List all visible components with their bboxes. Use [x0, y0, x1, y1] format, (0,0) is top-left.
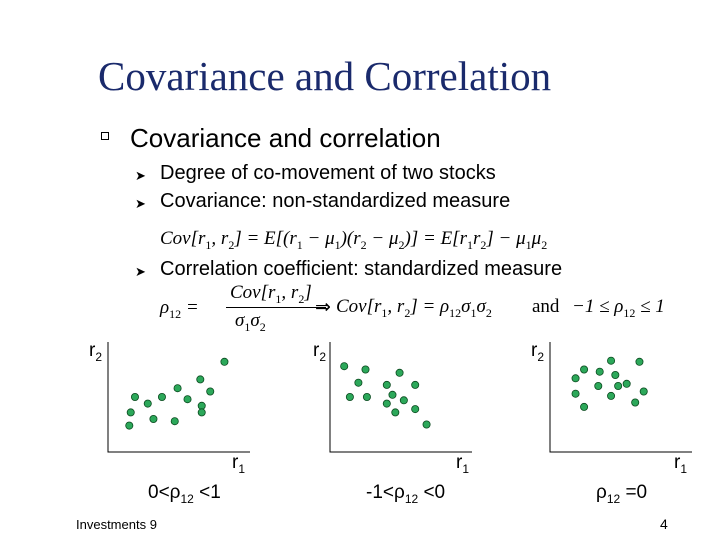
plot3-point — [639, 387, 648, 396]
plot1-axes — [107, 342, 250, 453]
plot2-point — [354, 378, 363, 387]
plot2-point — [388, 390, 397, 399]
plot2-point — [411, 380, 420, 389]
plot1-point — [130, 392, 139, 401]
plot3-point — [571, 374, 580, 383]
sub-item-1: Degree of co-movement of two stocks — [160, 162, 496, 184]
plot1-point — [126, 408, 135, 417]
covariance-equation: Cov[r1, r2] = E[(r1 − μ1)(r2 − μ2)] = E[… — [160, 228, 548, 252]
plot2-point — [399, 396, 408, 405]
plot1-point — [183, 395, 192, 404]
plot2-point — [382, 399, 391, 408]
plot2-axes — [329, 342, 472, 453]
plot1-point — [206, 387, 215, 396]
plot1-caption: 0<ρ12 <1 — [148, 482, 221, 506]
plot1-point — [196, 375, 205, 384]
slide-title: Covariance and Correlation — [98, 53, 552, 99]
plot2-x-label: r1 — [456, 452, 470, 476]
plot3-point — [580, 365, 589, 374]
plot2-point — [362, 392, 371, 401]
plot2-point — [345, 392, 354, 401]
plot3-caption: ρ12 =0 — [596, 482, 648, 506]
plot1-point — [143, 399, 152, 408]
plot2-point — [361, 365, 370, 374]
plot2-caption: -1<ρ12 <0 — [366, 482, 446, 506]
plot2-y-label: r2 — [313, 340, 327, 364]
plot1-point — [197, 401, 206, 410]
plot2-point — [395, 368, 404, 377]
plot1-point — [170, 417, 179, 426]
plot3-point — [607, 356, 616, 365]
plot1-point — [220, 357, 229, 366]
arrow-bullet-icon: ➤ — [135, 168, 146, 183]
square-bullet-icon — [101, 132, 109, 140]
plot3-y-label: r2 — [531, 340, 545, 364]
plot1-x-label: r1 — [232, 452, 246, 476]
plot3-point — [607, 391, 616, 400]
plot3-point — [614, 381, 623, 390]
plot3-x-label: r1 — [674, 452, 688, 476]
plot1-y-label: r2 — [89, 340, 103, 364]
plot3-point — [631, 398, 640, 407]
main-bullet-text: Covariance and correlation — [130, 123, 441, 153]
plot3-point — [580, 402, 589, 411]
plot3-point — [611, 370, 620, 379]
page-number: 4 — [660, 516, 668, 532]
plot2-point — [391, 408, 400, 417]
plot3-point — [622, 379, 631, 388]
plot1-point — [149, 414, 158, 423]
plot2-point — [422, 420, 431, 429]
plot1-point — [197, 408, 206, 417]
arrow-bullet-icon: ➤ — [135, 264, 146, 279]
plot3-point — [595, 367, 604, 376]
sub-item-3: Correlation coefficient: standardized me… — [160, 258, 563, 280]
sub-item-2: Covariance: non-standardized measure — [160, 190, 511, 212]
footer-text: Investments 9 — [76, 517, 157, 532]
plot3-point — [635, 357, 644, 366]
plot2-point — [382, 380, 391, 389]
plot2-point — [340, 362, 349, 371]
plot3-point — [571, 389, 580, 398]
correlation-equation: ρ12 = Cov[r1, r2] σ1σ2 ⇒ Cov[r1, r2] = ρ… — [160, 282, 665, 334]
plot1-point — [173, 384, 182, 393]
plot1-point — [125, 421, 134, 430]
arrow-bullet-icon: ➤ — [135, 196, 146, 211]
plot2-point — [411, 405, 420, 414]
plot1-point — [157, 392, 166, 401]
plot3-axes — [549, 342, 692, 453]
plot3-point — [594, 381, 603, 390]
